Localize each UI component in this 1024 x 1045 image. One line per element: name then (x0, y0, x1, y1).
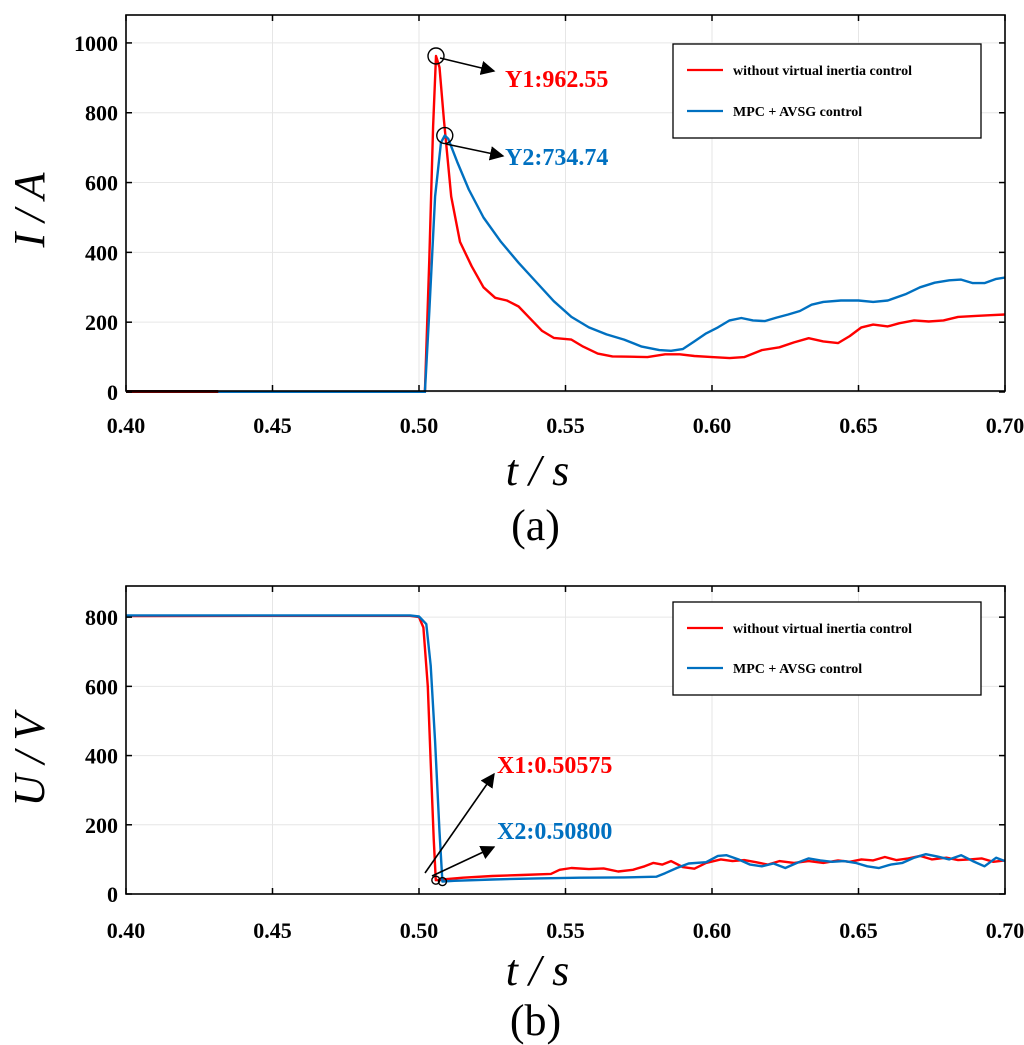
legend-label-2: MPC + AVSG control (733, 662, 862, 677)
x-tick-label: 0.40 (107, 918, 146, 943)
x-tick-label: 0.65 (839, 918, 878, 943)
x-tick-label: 0.55 (546, 918, 585, 943)
legend-box (672, 43, 982, 139)
legend-label-1: without virtual inertia control (733, 622, 912, 637)
series-line-1 (126, 54, 1005, 393)
x-tick-label: 0.40 (107, 413, 146, 438)
panel-label: (b) (510, 996, 561, 1045)
annotation-arrow-2 (431, 845, 496, 877)
y-tick-label: 0 (107, 380, 118, 405)
annotation-label-2: X2:0.50800 (497, 819, 612, 845)
series-line-1 (126, 614, 1005, 882)
panel-a: 0.40 0.45 0.50 0.55 0.60 0.65 0.70 0 200 400 600 80… (5, 14, 1024, 550)
x-tick-label: 0.60 (693, 413, 732, 438)
y-tick-label: 800 (85, 605, 118, 630)
annotation-marker-2 (436, 126, 454, 145)
x-tick-label: 0.45 (253, 918, 292, 943)
x-tick-label: 0.65 (839, 413, 878, 438)
annotation-marker-1 (427, 47, 445, 65)
panel-b: 0.40 0.45 0.50 0.55 0.60 0.65 0.70 0 200 400 600 80… (5, 585, 1024, 1045)
y-tick-label: 400 (85, 240, 118, 265)
annotation-arrow-2 (445, 143, 505, 161)
y-tick-label: 1000 (74, 31, 118, 56)
legend-label-2: MPC + AVSG control (733, 105, 862, 120)
x-tick-label: 0.50 (400, 413, 439, 438)
annotation-label-1: Y1:962.55 (505, 67, 608, 93)
y-tick-label: 0 (107, 882, 118, 907)
y-axis-label: I / A (5, 171, 54, 248)
x-axis-label: t / s (506, 946, 570, 995)
y-tick-label: 400 (85, 744, 118, 769)
series-line-2 (126, 134, 1005, 393)
x-tick-label: 0.70 (986, 413, 1024, 438)
legend-box (672, 601, 982, 696)
y-tick-label: 800 (85, 101, 118, 126)
annotation-label-2: Y2:734.74 (505, 145, 608, 171)
y-tick-label: 600 (85, 674, 118, 699)
annotation-label-1: X1:0.50575 (497, 753, 612, 779)
x-tick-label: 0.55 (546, 413, 585, 438)
legend-label-1: without virtual inertia control (733, 64, 912, 79)
x-tick-label: 0.70 (986, 918, 1024, 943)
panel-label: (a) (511, 501, 560, 550)
x-tick-label: 0.60 (693, 918, 732, 943)
annotation-marker-1 (431, 875, 441, 885)
annotation-arrow-1 (439, 57, 496, 75)
annotation-arrow-1 (424, 772, 495, 874)
annotation-marker-2 (437, 876, 448, 887)
y-axis-label: U / V (5, 708, 54, 806)
y-tick-label: 200 (85, 310, 118, 335)
series-line-2 (126, 614, 1005, 883)
y-tick-label: 600 (85, 171, 118, 196)
x-tick-label: 0.50 (400, 918, 439, 943)
x-axis-label: t / s (506, 446, 570, 495)
y-tick-label: 200 (85, 813, 118, 838)
x-tick-label: 0.45 (253, 413, 292, 438)
